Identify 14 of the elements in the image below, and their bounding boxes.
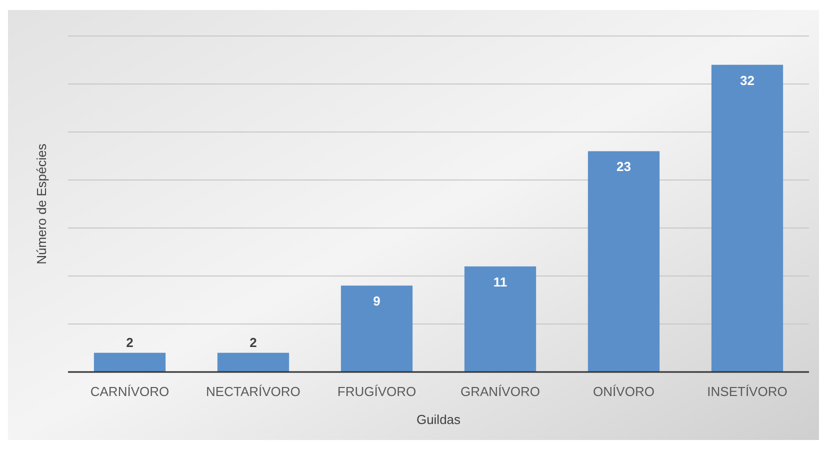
x-tick-label: FRUGÍVORO: [337, 384, 416, 399]
data-label: 9: [373, 294, 380, 309]
data-label: 2: [250, 334, 257, 350]
data-label: 2: [126, 334, 134, 350]
x-tick-label: INSETÍVORO: [707, 384, 788, 399]
x-tick-label: CARNÍVORO: [90, 384, 170, 399]
y-axis-title: Número de Espécies: [34, 143, 49, 264]
x-tick-label: NECTARÍVORO: [206, 384, 300, 399]
x-tick-label: GRANÍVORO: [460, 384, 540, 399]
data-label: 23: [616, 159, 631, 174]
x-tick-label: ONÍVORO: [593, 384, 654, 399]
x-axis-title: Guildas: [416, 412, 462, 427]
data-label: 32: [740, 72, 754, 88]
data-label: 11: [493, 274, 508, 290]
